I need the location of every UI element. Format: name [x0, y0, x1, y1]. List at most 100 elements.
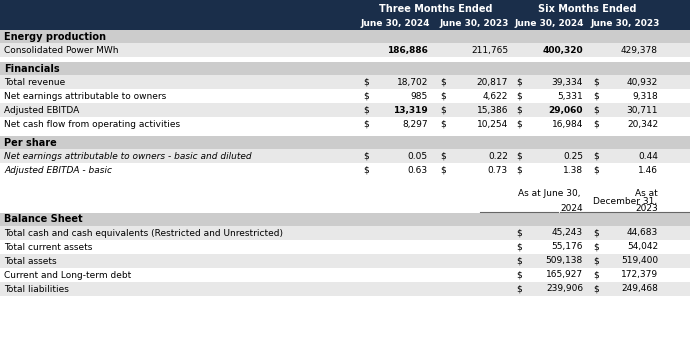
Bar	[0, 185, 690, 213]
Text: $: $	[440, 77, 446, 86]
Text: 8,297: 8,297	[402, 119, 428, 128]
Bar	[0, 0, 690, 17]
Text: As at: As at	[635, 188, 658, 197]
Bar	[0, 163, 690, 177]
Text: Financials: Financials	[4, 64, 59, 74]
Text: $: $	[516, 229, 522, 237]
Text: $: $	[593, 166, 599, 175]
Text: $: $	[593, 152, 599, 161]
Text: June 30, 2023: June 30, 2023	[440, 19, 509, 28]
Text: Six Months Ended: Six Months Ended	[538, 3, 636, 14]
Bar	[0, 75, 690, 89]
Text: 509,138: 509,138	[546, 256, 583, 265]
Text: 18,702: 18,702	[397, 77, 428, 86]
Bar	[0, 131, 690, 136]
Text: 519,400: 519,400	[621, 256, 658, 265]
Text: 172,379: 172,379	[621, 271, 658, 279]
Text: $: $	[516, 152, 522, 161]
Text: 20,817: 20,817	[477, 77, 508, 86]
Text: $: $	[516, 271, 522, 279]
Text: 39,334: 39,334	[551, 77, 583, 86]
Bar	[0, 240, 690, 254]
Text: 30,711: 30,711	[627, 105, 658, 115]
Bar	[0, 282, 690, 296]
Text: $: $	[593, 285, 599, 294]
Text: $: $	[516, 77, 522, 86]
Bar	[0, 43, 690, 57]
Text: $: $	[516, 166, 522, 175]
Text: June 30, 2024: June 30, 2024	[361, 19, 431, 28]
Text: 0.25: 0.25	[563, 152, 583, 161]
Text: $: $	[593, 229, 599, 237]
Text: Three Months Ended: Three Months Ended	[379, 3, 492, 14]
Text: $: $	[593, 119, 599, 128]
Text: $: $	[516, 105, 522, 115]
Text: 0.63: 0.63	[408, 166, 428, 175]
Text: Net cash flow from operating activities: Net cash flow from operating activities	[4, 119, 180, 128]
Text: 20,342: 20,342	[627, 119, 658, 128]
Text: $: $	[593, 243, 599, 252]
Text: Adjusted EBITDA - basic: Adjusted EBITDA - basic	[4, 166, 112, 175]
Text: Per share: Per share	[4, 137, 57, 147]
Text: 2024: 2024	[560, 203, 583, 212]
Text: 5,331: 5,331	[558, 92, 583, 101]
Text: $: $	[516, 285, 522, 294]
Text: 44,683: 44,683	[627, 229, 658, 237]
Text: 40,932: 40,932	[627, 77, 658, 86]
Bar	[0, 57, 690, 62]
Text: $: $	[363, 92, 368, 101]
Text: 9,318: 9,318	[632, 92, 658, 101]
Text: $: $	[516, 119, 522, 128]
Text: 186,886: 186,886	[387, 45, 428, 54]
Text: $: $	[593, 256, 599, 265]
Text: 0.73: 0.73	[488, 166, 508, 175]
Text: $: $	[363, 105, 368, 115]
Text: 429,378: 429,378	[621, 45, 658, 54]
Bar	[0, 17, 690, 30]
Text: $: $	[440, 166, 446, 175]
Text: Total current assets: Total current assets	[4, 243, 92, 252]
Text: $: $	[516, 256, 522, 265]
Bar	[0, 136, 690, 149]
Text: 0.44: 0.44	[638, 152, 658, 161]
Text: Consolidated Power MWh: Consolidated Power MWh	[4, 45, 119, 54]
Text: Total liabilities: Total liabilities	[4, 285, 69, 294]
Bar	[0, 62, 690, 75]
Text: $: $	[363, 77, 368, 86]
Text: $: $	[363, 119, 368, 128]
Text: 239,906: 239,906	[546, 285, 583, 294]
Text: 29,060: 29,060	[549, 105, 583, 115]
Bar	[0, 177, 690, 185]
Text: 211,765: 211,765	[471, 45, 508, 54]
Bar	[0, 103, 690, 117]
Text: Net earnings attributable to owners - basic and diluted: Net earnings attributable to owners - ba…	[4, 152, 252, 161]
Text: $: $	[363, 166, 368, 175]
Text: Total assets: Total assets	[4, 256, 57, 265]
Text: June 30, 2024: June 30, 2024	[515, 19, 584, 28]
Text: 4,622: 4,622	[482, 92, 508, 101]
Text: 0.22: 0.22	[488, 152, 508, 161]
Bar	[0, 226, 690, 240]
Text: Energy production: Energy production	[4, 32, 106, 42]
Bar	[0, 254, 690, 268]
Text: 1.38: 1.38	[563, 166, 583, 175]
Text: $: $	[363, 152, 368, 161]
Text: $: $	[516, 92, 522, 101]
Text: $: $	[593, 92, 599, 101]
Text: 54,042: 54,042	[627, 243, 658, 252]
Text: 45,243: 45,243	[552, 229, 583, 237]
Text: Net earnings attributable to owners: Net earnings attributable to owners	[4, 92, 166, 101]
Text: Current and Long-term debt: Current and Long-term debt	[4, 271, 131, 279]
Text: Balance Sheet: Balance Sheet	[4, 214, 83, 225]
Bar	[0, 149, 690, 163]
Text: December 31,: December 31,	[593, 196, 658, 205]
Text: As at June 30,: As at June 30,	[518, 188, 581, 197]
Text: Adjusted EBITDA: Adjusted EBITDA	[4, 105, 79, 115]
Text: $: $	[440, 152, 446, 161]
Text: $: $	[440, 119, 446, 128]
Text: $: $	[440, 92, 446, 101]
Text: 249,468: 249,468	[621, 285, 658, 294]
Text: $: $	[593, 271, 599, 279]
Text: 13,319: 13,319	[393, 105, 428, 115]
Text: 15,386: 15,386	[477, 105, 508, 115]
